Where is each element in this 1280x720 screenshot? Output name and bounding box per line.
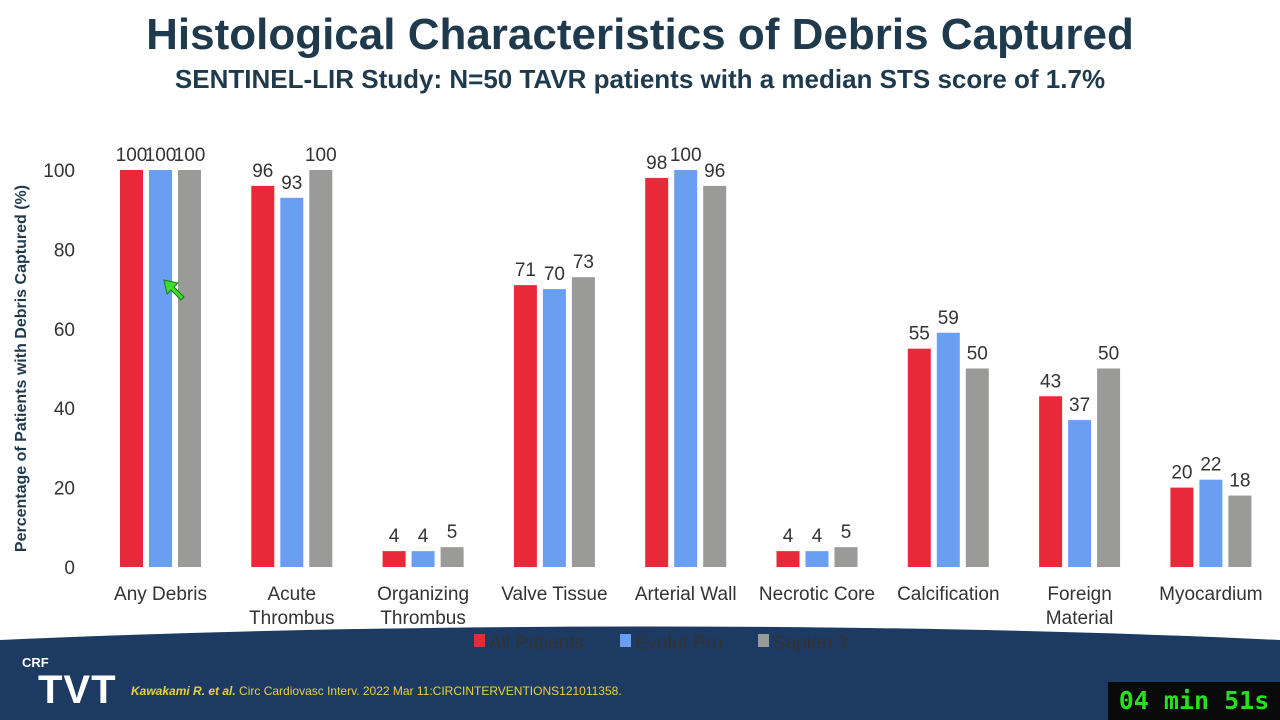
timer-readout: 04 min 51s [1108, 682, 1280, 720]
bar [834, 547, 858, 567]
data-label: 43 [1040, 371, 1061, 392]
bar [645, 177, 669, 567]
x-tick-label: Arterial Wall [635, 584, 737, 605]
legend-swatch [474, 634, 485, 647]
x-tick-label: Thrombus [380, 608, 466, 629]
data-label: 96 [704, 161, 725, 182]
data-label: 50 [1098, 344, 1119, 365]
bar [178, 170, 201, 567]
page-subtitle: SENTINEL-LIR Study: N=50 TAVR patients w… [174, 64, 1106, 94]
bar [1068, 420, 1092, 567]
y-tick-label: 100 [43, 161, 75, 182]
bar [1039, 396, 1063, 567]
bar [674, 170, 698, 567]
bar [1097, 368, 1121, 567]
citation-text: Circ Cardiovasc Interv. 2022 Mar 11:CIRC… [235, 684, 622, 698]
data-label: 70 [544, 264, 565, 285]
data-label: 20 [1171, 463, 1192, 484]
mouse-cursor-icon [163, 279, 185, 301]
y-tick-label: 20 [54, 479, 75, 500]
page-title: Histological Characteristics of Debris C… [146, 10, 1134, 59]
bar [1199, 479, 1223, 567]
data-label: 4 [389, 526, 400, 547]
x-tick-label: Calcification [897, 584, 999, 605]
bar [440, 547, 464, 567]
data-label: 100 [305, 145, 337, 166]
data-label: 4 [812, 526, 823, 547]
bar [703, 185, 727, 567]
x-tick-label: Acute [268, 584, 317, 605]
data-label: 73 [573, 252, 594, 273]
data-label: 37 [1069, 395, 1090, 416]
data-label: 71 [515, 260, 536, 281]
footer-band [0, 626, 1280, 720]
tvt-logo: TVT [38, 668, 117, 712]
data-label: 18 [1229, 471, 1250, 492]
x-tick-label: Material [1046, 608, 1114, 629]
legend-label: All Patients [489, 633, 584, 654]
x-tick-label: Foreign [1047, 584, 1111, 605]
data-label: 100 [670, 145, 702, 166]
bar [309, 170, 333, 567]
data-label: 96 [252, 161, 273, 182]
bar [120, 170, 143, 567]
data-label: 5 [447, 522, 458, 543]
data-label: 5 [841, 522, 852, 543]
bar [936, 332, 960, 567]
data-label: 55 [909, 324, 930, 345]
crf-logo: CRF [22, 655, 49, 670]
x-tick-label: Organizing [377, 584, 469, 605]
legend-label: Sapien 3 [773, 633, 848, 654]
legend-swatch [758, 634, 769, 647]
bar [280, 197, 304, 568]
y-tick-label: 80 [54, 240, 75, 261]
bar [776, 551, 800, 567]
data-label: 59 [938, 308, 959, 329]
bar [805, 551, 829, 567]
y-tick-label: 40 [54, 399, 75, 420]
bar [513, 285, 537, 567]
data-label: 4 [418, 526, 429, 547]
x-tick-label: Any Debris [114, 584, 207, 605]
y-tick-label: 0 [64, 558, 75, 579]
bar [382, 551, 406, 567]
y-axis-label: Percentage of Patients with Debris Captu… [13, 185, 30, 552]
x-tick-label: Necrotic Core [759, 584, 875, 605]
data-label: 4 [783, 526, 794, 547]
x-tick-label: Myocardium [1159, 584, 1262, 605]
x-tick-label: Thrombus [249, 608, 335, 629]
bar [1228, 495, 1252, 567]
bar [571, 277, 595, 567]
data-label: 100 [145, 145, 177, 166]
data-label: 22 [1200, 455, 1221, 476]
data-label: 100 [116, 145, 148, 166]
bar [149, 170, 172, 567]
x-tick-label: Valve Tissue [501, 584, 607, 605]
data-label: 100 [174, 145, 206, 166]
bar [965, 368, 989, 567]
data-label: 50 [967, 344, 988, 365]
bar [907, 348, 931, 567]
citation-author: Kawakami R. et al. [131, 684, 236, 698]
bar [251, 185, 275, 567]
data-label: 93 [281, 173, 302, 194]
citation: Kawakami R. et al. Circ Cardiovasc Inter… [131, 684, 622, 698]
bar [542, 289, 566, 567]
data-label: 98 [646, 153, 667, 174]
y-tick-label: 60 [54, 320, 75, 341]
bar [411, 551, 435, 567]
bar [1170, 487, 1194, 567]
legend-label: Evolut Pro [635, 633, 723, 654]
legend-swatch [620, 634, 631, 647]
